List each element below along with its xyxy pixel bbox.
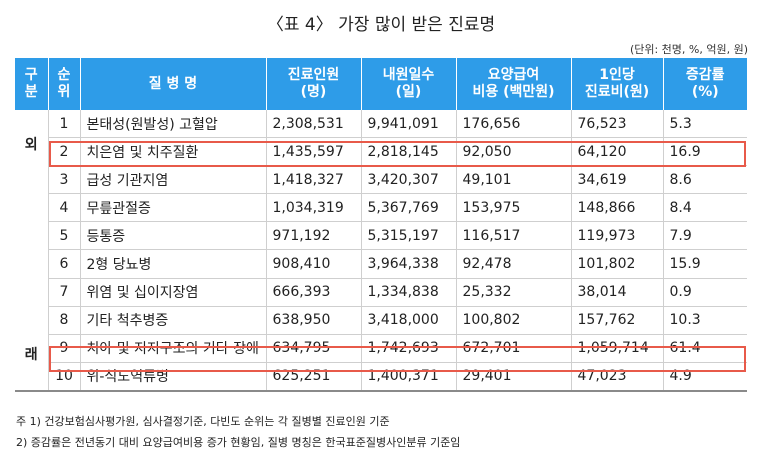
cell-change: 16.9 [663, 137, 747, 167]
cell-per-person: 101,802 [571, 249, 664, 279]
header-change: 증감률 (%) [663, 58, 747, 110]
cell-per-person: 47,023 [571, 362, 664, 392]
cell-cost: 100,802 [456, 306, 572, 335]
cell-change: 10.3 [663, 306, 747, 335]
header-cost: 요양급여 비용 (백만원) [456, 58, 572, 110]
cell-disease: 위-식도역류병 [80, 362, 267, 392]
cell-patients: 625,251 [266, 362, 362, 392]
cell-patients: 666,393 [266, 278, 362, 307]
cell-per-person: 34,619 [571, 165, 664, 195]
cell-rank: 5 [48, 221, 81, 251]
cell-cost: 672,701 [456, 334, 572, 363]
cell-patients: 908,410 [266, 249, 362, 279]
cell-disease: 등통증 [80, 221, 267, 251]
cell-patients: 634,795 [266, 334, 362, 363]
cell-patients: 638,950 [266, 306, 362, 335]
cell-per-person: 1,059,714 [571, 334, 664, 363]
cell-change: 8.4 [663, 193, 747, 223]
cell-cost: 25,332 [456, 278, 572, 307]
cell-rank: 8 [48, 306, 81, 335]
cell-per-person: 119,973 [571, 221, 664, 251]
cell-change: 15.9 [663, 249, 747, 279]
cell-disease: 기타 척추병증 [80, 306, 267, 335]
cell-per-person: 157,762 [571, 306, 664, 335]
header-per-person: 1인당 진료비(원) [571, 58, 664, 110]
cell-rank: 7 [48, 278, 81, 307]
cell-disease: 치아 및 지지구조의 기타 장애 [80, 334, 267, 363]
cell-days: 5,367,769 [361, 193, 457, 223]
footnote-1: 주 1) 건강보험심사평가원, 심사결정기준, 다빈도 순위는 각 질병별 진료… [16, 415, 390, 428]
cell-rank: 9 [48, 334, 81, 363]
cell-change: 0.9 [663, 278, 747, 307]
cell-cost: 176,656 [456, 110, 572, 139]
cell-cost: 92,050 [456, 137, 572, 167]
cell-days: 2,818,145 [361, 137, 457, 167]
table-row: 6 2형 당뇨병 908,410 3,964,338 92,478 101,802 15.9 [15, 249, 747, 279]
group-label-1: 외 [24, 137, 38, 153]
cell-disease: 본태성(원발성) 고혈압 [80, 110, 267, 139]
cell-change: 5.3 [663, 110, 747, 139]
cell-days: 5,315,197 [361, 221, 457, 251]
cell-change: 7.9 [663, 221, 747, 251]
cell-disease: 무릎관절증 [80, 193, 267, 223]
cell-cost: 116,517 [456, 221, 572, 251]
cell-days: 3,964,338 [361, 249, 457, 279]
cell-patients: 1,418,327 [266, 165, 362, 195]
group-label-2: 래 [24, 347, 38, 363]
cell-cost: 29,401 [456, 362, 572, 392]
cell-rank: 2 [48, 137, 81, 167]
table-row: 10 위-식도역류병 625,251 1,400,371 29,401 47,023 4.9 [15, 362, 747, 392]
cell-days: 9,941,091 [361, 110, 457, 139]
cell-disease: 치은염 및 치주질환 [80, 137, 267, 167]
cell-rank: 3 [48, 165, 81, 195]
header-days: 내원일수 (일) [361, 58, 457, 110]
cell-cost: 153,975 [456, 193, 572, 223]
cell-days: 1,742,693 [361, 334, 457, 363]
cell-rank: 4 [48, 193, 81, 223]
cell-days: 3,418,000 [361, 306, 457, 335]
cell-cost: 92,478 [456, 249, 572, 279]
cell-patients: 2,308,531 [266, 110, 362, 139]
cell-patients: 971,192 [266, 221, 362, 251]
header-disease: 질 병 명 [80, 58, 267, 110]
cell-rank: 6 [48, 249, 81, 279]
cell-days: 1,334,838 [361, 278, 457, 307]
cell-patients: 1,435,597 [266, 137, 362, 167]
cell-change: 8.6 [663, 165, 747, 195]
footnote-2: 2) 증감률은 전년동기 대비 요양급여비용 증가 현황임, 질병 명칭은 한국… [16, 436, 461, 449]
table-row: 5 등통증 971,192 5,315,197 116,517 119,973 7.9 [15, 221, 747, 251]
cell-disease: 2형 당뇨병 [80, 249, 267, 279]
cell-per-person: 38,014 [571, 278, 664, 307]
cell-rank: 10 [48, 362, 81, 392]
cell-disease: 급성 기관지염 [80, 165, 267, 195]
page-title: 〈표 4〉 가장 많이 받은 진료명 [266, 15, 496, 35]
table-row: 7 위염 및 십이지장염 666,393 1,334,838 25,332 38,014 0… [15, 278, 747, 307]
cell-per-person: 148,866 [571, 193, 664, 223]
table-row: 9 치아 및 지지구조의 기타 장애 634,795 1,742,693 672,701… [15, 334, 747, 363]
unit-note: (단위: 천명, %, 억원, 원) [629, 43, 748, 56]
header-patients: 진료인원 (명) [266, 58, 362, 110]
table-row: 4 무릎관절증 1,034,319 5,367,769 153,975 148,866 8.… [15, 193, 747, 223]
table-row: 외 래 1 본태성(원발성) 고혈압 2,308,531 9,941,091 176,656… [15, 110, 747, 392]
cell-per-person: 64,120 [571, 137, 664, 167]
cell-patients: 1,034,319 [266, 193, 362, 223]
cell-cost: 49,101 [456, 165, 572, 195]
cell-days: 1,400,371 [361, 362, 457, 392]
cell-change: 4.9 [663, 362, 747, 392]
table-row: 3 급성 기관지염 1,418,327 3,420,307 49,101 34,619 8.… [15, 165, 747, 195]
table-row: 2 치은염 및 치주질환 1,435,597 2,818,145 92,050 64,12… [15, 137, 747, 167]
cell-per-person: 76,523 [571, 110, 664, 139]
cell-change: 61.4 [663, 334, 747, 363]
cell-disease: 위염 및 십이지장염 [80, 278, 267, 307]
cell-rank: 1 [48, 110, 81, 139]
cell-days: 3,420,307 [361, 165, 457, 195]
table-row: 8 기타 척추병증 638,950 3,418,000 100,802 157,762 10… [15, 306, 747, 335]
